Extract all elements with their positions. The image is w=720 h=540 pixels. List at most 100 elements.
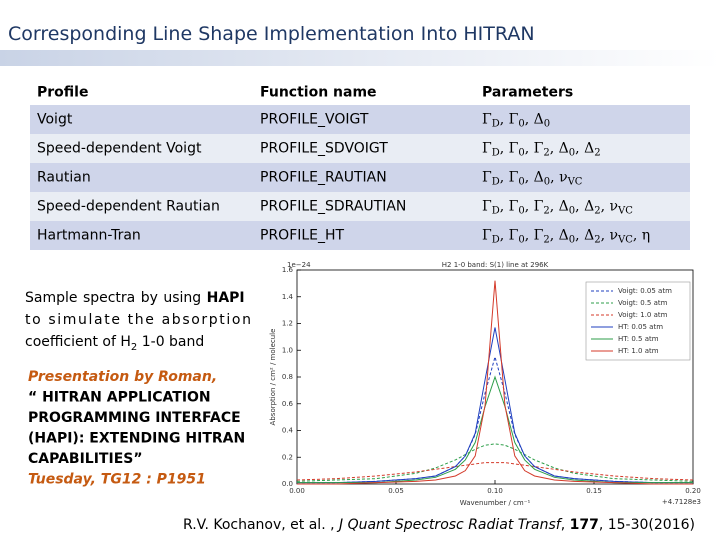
parameters-cell: ΓD, Γ0, Δ0 <box>482 112 550 130</box>
sample-text-part: to simulate the absorption <box>25 312 251 328</box>
x-offset: +4.7128e3 <box>662 498 701 506</box>
parameter-symbol: ν <box>609 199 618 215</box>
parameter-subscript: 0 <box>518 205 524 216</box>
column-header: Function name <box>260 85 377 101</box>
parameter-symbol: Δ <box>559 228 569 244</box>
x-tick-label: 0.15 <box>586 487 602 495</box>
legend-label: HT: 0.05 atm <box>618 323 663 331</box>
presentation-line: (HAPI): EXTENDING HITRAN <box>28 431 245 447</box>
parameter-symbol: Γ <box>534 199 544 215</box>
parameter-subscript: 0 <box>544 118 550 129</box>
x-tick-label: 0.05 <box>388 487 404 495</box>
presentation-line: PROGRAMMING INTERFACE <box>28 410 241 426</box>
parameters-cell: ΓD, Γ0, Δ0, νVC <box>482 170 583 188</box>
parameter-subscript: 0 <box>518 176 524 187</box>
parameter-symbol: η <box>642 228 650 244</box>
legend-label: HT: 1.0 atm <box>618 347 659 355</box>
y-tick-label: 1.6 <box>282 266 294 274</box>
legend-label: HT: 0.5 atm <box>618 335 659 343</box>
parameter-symbol: Δ <box>559 141 569 157</box>
y-axis-label: Absorption / cm² / molecule <box>269 329 277 426</box>
citation-part: , 15-30(2016) <box>599 517 695 533</box>
parameter-symbol: Γ <box>534 228 544 244</box>
y-tick-label: 0.8 <box>282 373 293 381</box>
parameter-symbol: Δ <box>584 199 594 215</box>
parameter-subscript: D <box>492 205 500 216</box>
parameter-symbol: Δ <box>534 112 544 128</box>
presentation-line: Tuesday, TG12 : P1951 <box>28 472 206 488</box>
parameter-subscript: 0 <box>569 147 575 158</box>
legend-label: Voigt: 0.05 atm <box>618 287 672 295</box>
sample-text-part: HAPI <box>207 290 245 306</box>
x-tick-label: 0.00 <box>289 487 305 495</box>
y-tick-label: 1.4 <box>282 293 294 301</box>
citation: R.V. Kochanov, et al. , J Quant Spectros… <box>183 517 695 533</box>
chart: H2 1-0 band: S(1) line at 296K 1e−24 +4.71… <box>269 261 701 507</box>
parameter-subscript: D <box>492 147 500 158</box>
profile-cell: Speed-dependent Voigt <box>37 141 202 157</box>
sample-text-part: coefficient of H <box>25 334 131 350</box>
y-tick-label: 1.2 <box>282 320 293 328</box>
legend-label: Voigt: 1.0 atm <box>618 311 668 319</box>
parameter-subscript: 2 <box>543 234 549 245</box>
sample-text-part: 1-0 band <box>137 334 204 350</box>
parameter-subscript: D <box>492 176 500 187</box>
parameter-symbol: Γ <box>509 112 519 128</box>
parameter-symbol: ν <box>609 228 618 244</box>
presentation-line: CAPABILITIES” <box>28 451 143 467</box>
parameter-symbol: ν <box>559 170 568 186</box>
presentation-line: “ HITRAN APPLICATION <box>28 390 211 406</box>
parameter-symbol: Δ <box>584 228 594 244</box>
parameter-subscript: 0 <box>569 234 575 245</box>
legend-label: Voigt: 0.5 atm <box>618 299 668 307</box>
parameter-symbol: Γ <box>534 141 544 157</box>
series-line <box>297 327 693 484</box>
citation-part: 177 <box>570 517 599 533</box>
function-cell: PROFILE_HT <box>260 228 345 244</box>
parameter-symbol: Γ <box>482 228 492 244</box>
sample-text-part: 2 <box>131 342 137 353</box>
citation-part: R.V. Kochanov, et al. , <box>183 517 339 533</box>
chart-title: H2 1-0 band: S(1) line at 296K <box>442 261 549 269</box>
function-cell: PROFILE_SDVOIGT <box>260 141 388 157</box>
citation-part: J Quant Spectrosc Radiat Transf <box>336 517 563 533</box>
profile-cell: Speed-dependent Rautian <box>37 199 220 215</box>
parameter-symbol: Γ <box>482 112 492 128</box>
y-tick-label: 0.4 <box>282 427 294 435</box>
x-tick-label: 0.10 <box>487 487 503 495</box>
parameter-subscript: D <box>492 118 500 129</box>
y-multiplier: 1e−24 <box>287 261 311 269</box>
parameter-symbol: Γ <box>482 199 492 215</box>
slide-title: Corresponding Line Shape Implementation … <box>8 23 535 45</box>
sample-text-line: Sample spectra by using HAPI <box>25 290 245 306</box>
function-cell: PROFILE_RAUTIAN <box>260 170 387 186</box>
parameter-symbol: Δ <box>534 170 544 186</box>
parameter-symbol: Γ <box>509 170 519 186</box>
function-cell: PROFILE_VOIGT <box>260 112 369 128</box>
x-tick-label: 0.20 <box>685 487 701 495</box>
parameter-subscript: 2 <box>594 205 600 216</box>
parameter-subscript: 2 <box>594 234 600 245</box>
parameter-symbol: Γ <box>482 141 492 157</box>
table-row <box>30 134 690 163</box>
parameter-symbol: Γ <box>509 141 519 157</box>
y-tick-label: 1.0 <box>282 346 293 354</box>
sample-text-line: to simulate the absorption <box>25 312 251 328</box>
citation-part: , <box>561 517 570 533</box>
parameter-subscript: 0 <box>569 205 575 216</box>
parameter-subscript: 2 <box>543 205 549 216</box>
parameter-subscript: 0 <box>518 147 524 158</box>
table: Profile Function name Parameters Voigt PROFI… <box>30 80 690 250</box>
series-line <box>297 375 693 484</box>
parameter-subscript: VC <box>617 205 633 216</box>
table-row <box>30 163 690 192</box>
profile-cell: Rautian <box>37 170 91 186</box>
table-row <box>30 192 690 221</box>
series-line <box>297 280 693 485</box>
parameter-subscript: VC <box>617 234 633 245</box>
legend-box <box>585 281 691 361</box>
parameters-cell: ΓD, Γ0, Γ2, Δ0, Δ2, νVC, η <box>482 228 650 246</box>
function-cell: PROFILE_SDRAUTIAN <box>260 199 406 215</box>
parameter-symbol: Γ <box>482 170 492 186</box>
